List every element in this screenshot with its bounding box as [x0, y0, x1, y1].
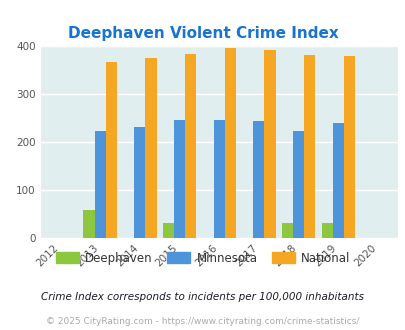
Bar — [94, 131, 105, 238]
Bar — [332, 123, 343, 238]
Legend: Deephaven, Minnesota, National: Deephaven, Minnesota, National — [51, 247, 354, 269]
Bar — [343, 56, 354, 238]
Text: Deephaven Violent Crime Index: Deephaven Violent Crime Index — [68, 26, 337, 41]
Bar — [292, 131, 303, 238]
Bar — [281, 223, 292, 238]
Bar — [321, 223, 332, 238]
Bar — [253, 121, 264, 238]
Bar — [264, 50, 275, 238]
Bar — [145, 58, 156, 238]
Bar — [185, 54, 196, 238]
Bar — [162, 223, 174, 238]
Bar — [83, 210, 94, 238]
Bar — [105, 61, 117, 238]
Bar — [174, 120, 185, 238]
Text: © 2025 CityRating.com - https://www.cityrating.com/crime-statistics/: © 2025 CityRating.com - https://www.city… — [46, 317, 359, 326]
Bar — [134, 127, 145, 238]
Bar — [303, 55, 315, 238]
Text: Crime Index corresponds to incidents per 100,000 inhabitants: Crime Index corresponds to incidents per… — [41, 292, 364, 302]
Bar — [224, 48, 235, 238]
Bar — [213, 120, 224, 238]
